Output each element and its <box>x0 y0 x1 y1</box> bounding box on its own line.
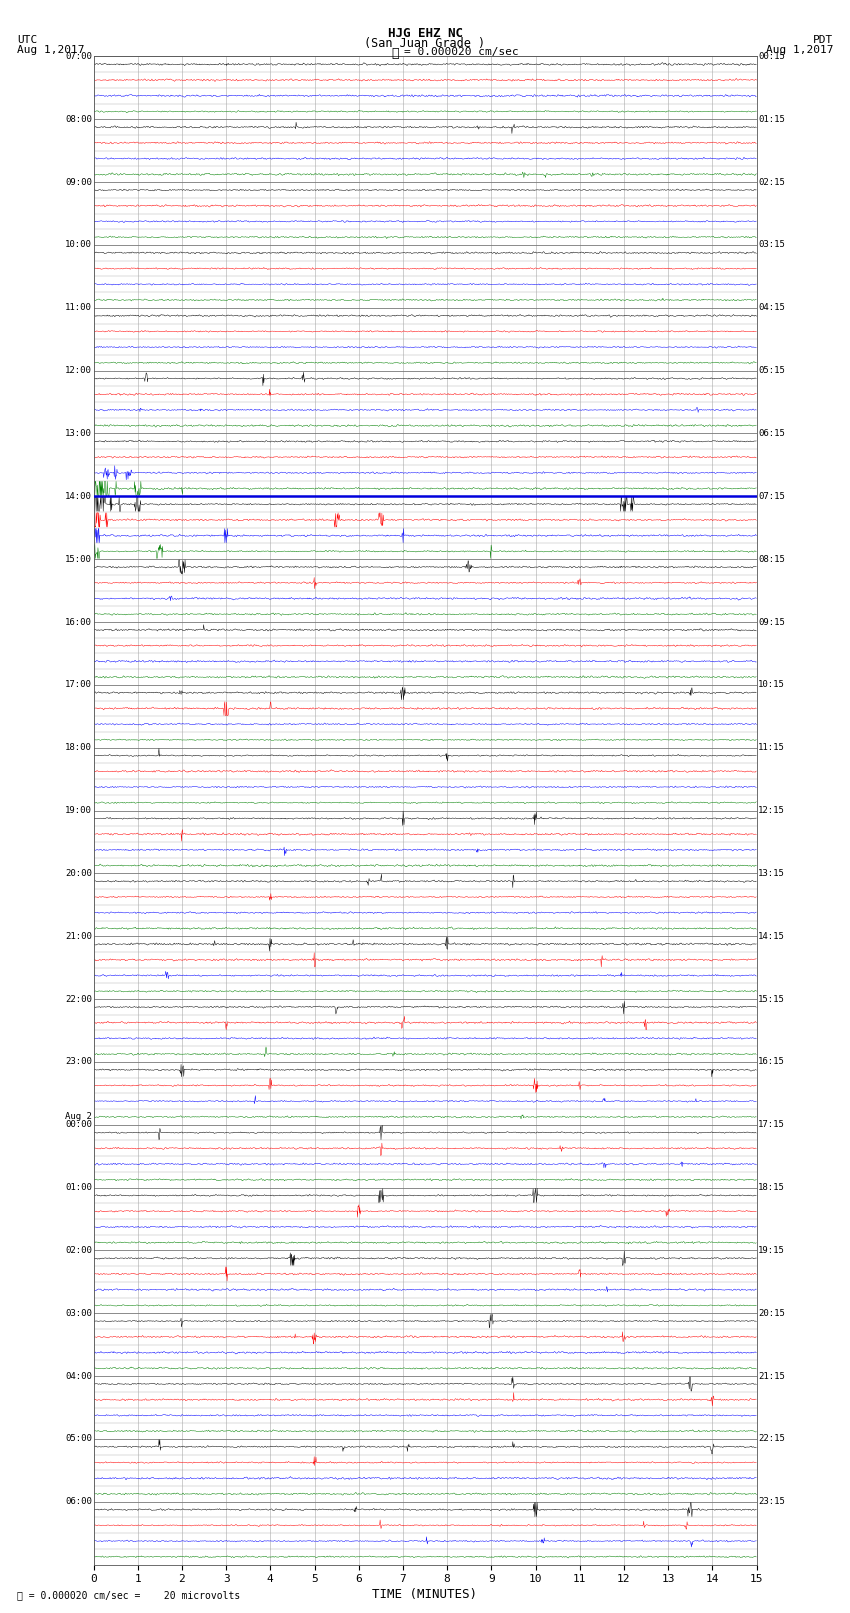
Text: = 0.000020 cm/sec: = 0.000020 cm/sec <box>404 47 518 56</box>
X-axis label: TIME (MINUTES): TIME (MINUTES) <box>372 1589 478 1602</box>
Text: Aug 1,2017: Aug 1,2017 <box>766 45 833 55</box>
Text: 08:15: 08:15 <box>758 555 785 563</box>
Text: 15:15: 15:15 <box>758 995 785 1003</box>
Text: Aug 2: Aug 2 <box>65 1111 92 1121</box>
Text: 06:00: 06:00 <box>65 1497 92 1507</box>
Text: 01:00: 01:00 <box>65 1182 92 1192</box>
Text: 02:00: 02:00 <box>65 1245 92 1255</box>
Text: 05:15: 05:15 <box>758 366 785 376</box>
Text: 23:00: 23:00 <box>65 1058 92 1066</box>
Text: 03:15: 03:15 <box>758 240 785 250</box>
Text: 15:00: 15:00 <box>65 555 92 563</box>
Text: (San Juan Grade ): (San Juan Grade ) <box>365 37 485 50</box>
Text: 05:00: 05:00 <box>65 1434 92 1444</box>
Text: 13:00: 13:00 <box>65 429 92 439</box>
Text: 04:00: 04:00 <box>65 1371 92 1381</box>
Text: 13:15: 13:15 <box>758 869 785 877</box>
Text: 09:15: 09:15 <box>758 618 785 626</box>
Text: 18:00: 18:00 <box>65 744 92 752</box>
Text: 10:15: 10:15 <box>758 681 785 689</box>
Text: 21:15: 21:15 <box>758 1371 785 1381</box>
Text: 12:15: 12:15 <box>758 806 785 815</box>
Text: 10:00: 10:00 <box>65 240 92 250</box>
Text: PDT: PDT <box>813 35 833 45</box>
Text: 22:00: 22:00 <box>65 995 92 1003</box>
Text: 20:15: 20:15 <box>758 1308 785 1318</box>
Text: 09:00: 09:00 <box>65 177 92 187</box>
Text: HJG EHZ NC: HJG EHZ NC <box>388 27 462 40</box>
Text: 06:15: 06:15 <box>758 429 785 439</box>
Text: 12:00: 12:00 <box>65 366 92 376</box>
Text: UTC: UTC <box>17 35 37 45</box>
Text: 11:15: 11:15 <box>758 744 785 752</box>
Text: 02:15: 02:15 <box>758 177 785 187</box>
Text: 22:15: 22:15 <box>758 1434 785 1444</box>
Text: 20:00: 20:00 <box>65 869 92 877</box>
Text: 14:00: 14:00 <box>65 492 92 500</box>
Text: 00:15: 00:15 <box>758 52 785 61</box>
Text: 00:00: 00:00 <box>65 1121 92 1129</box>
Text: ⎹ = 0.000020 cm/sec =    20 microvolts: ⎹ = 0.000020 cm/sec = 20 microvolts <box>17 1590 241 1600</box>
Text: 17:15: 17:15 <box>758 1121 785 1129</box>
Text: 03:00: 03:00 <box>65 1308 92 1318</box>
Text: Aug 1,2017: Aug 1,2017 <box>17 45 84 55</box>
Text: 19:00: 19:00 <box>65 806 92 815</box>
Text: 18:15: 18:15 <box>758 1182 785 1192</box>
Text: 08:00: 08:00 <box>65 115 92 124</box>
Text: 07:15: 07:15 <box>758 492 785 500</box>
Text: 23:15: 23:15 <box>758 1497 785 1507</box>
Text: 21:00: 21:00 <box>65 932 92 940</box>
Text: 17:00: 17:00 <box>65 681 92 689</box>
Text: ⎹: ⎹ <box>392 47 399 60</box>
Text: 16:00: 16:00 <box>65 618 92 626</box>
Text: 01:15: 01:15 <box>758 115 785 124</box>
Text: 04:15: 04:15 <box>758 303 785 313</box>
Text: 11:00: 11:00 <box>65 303 92 313</box>
Text: 16:15: 16:15 <box>758 1058 785 1066</box>
Text: 14:15: 14:15 <box>758 932 785 940</box>
Text: 19:15: 19:15 <box>758 1245 785 1255</box>
Text: 07:00: 07:00 <box>65 52 92 61</box>
